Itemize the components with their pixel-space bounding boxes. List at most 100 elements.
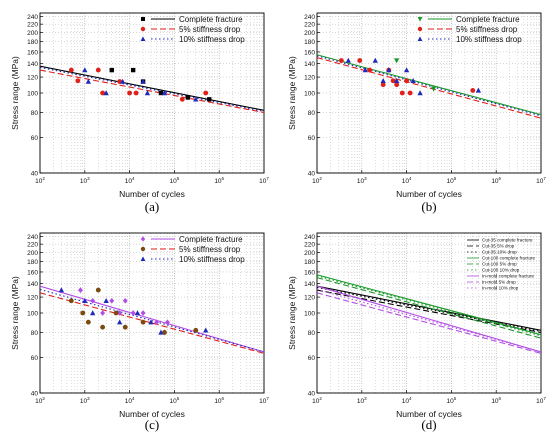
data-point-series-1	[140, 319, 146, 325]
y-tick-label: 80	[31, 330, 39, 337]
panel-label: (c)	[145, 417, 159, 432]
y-tick-label: 80	[308, 330, 316, 337]
legend-marker	[140, 26, 146, 32]
data-point-series-2	[386, 67, 392, 73]
x-tick-label: 105	[447, 176, 457, 185]
legend-marker	[140, 36, 146, 41]
data-point-series-2	[90, 310, 96, 316]
data-point-series-2	[148, 319, 154, 325]
data-point-series-2	[140, 78, 146, 84]
y-tick-label: 100	[304, 91, 315, 98]
y-tick-label: 100	[27, 91, 38, 98]
fit-line-series-0	[40, 285, 264, 353]
legend-marker	[417, 26, 423, 32]
legend-entry: In-mold 5% drop	[482, 280, 516, 285]
data-point-series-0	[109, 67, 114, 73]
y-tick-label: 120	[304, 295, 315, 302]
y-tick-label: 60	[31, 135, 39, 142]
legend-entry: Cut-35 complete fracture	[482, 238, 533, 243]
legend-marker	[140, 256, 146, 261]
data-point-series-1	[133, 90, 139, 96]
x-tick-label: 107	[536, 396, 546, 405]
y-tick-label: 200	[27, 30, 38, 37]
data-point-series-2	[394, 77, 400, 83]
legend-entry: Cut-35 5% drop	[482, 244, 515, 249]
data-point-series-2	[58, 287, 65, 293]
x-tick-label: 105	[170, 396, 180, 405]
y-tick-label: 120	[27, 75, 38, 82]
data-point-series-1	[338, 58, 344, 63]
y-tick-label: 120	[27, 295, 38, 302]
fit-line-series-7	[317, 292, 541, 354]
legend-entry: Cut-100 5% drop	[482, 262, 517, 267]
legend-marker	[417, 36, 423, 41]
legend-entry: 5% stiffness drop	[179, 245, 241, 254]
legend-entry: Cut-100 10% drop	[482, 268, 520, 273]
fit-line-series-2	[40, 288, 264, 353]
fit-lines	[317, 54, 541, 119]
y-tick-label: 220	[304, 242, 315, 249]
fit-line-series-3	[317, 274, 541, 336]
data-point-series-2	[85, 78, 91, 84]
fit-line-series-2	[40, 66, 264, 112]
x-tick-label: 104	[402, 176, 412, 185]
x-tick-label: 102	[35, 396, 45, 405]
legend-marker	[140, 236, 146, 242]
legend-marker	[140, 246, 146, 252]
x-tick-label: 104	[125, 396, 135, 405]
data-point-series-2	[120, 78, 126, 84]
data-point-series-2	[158, 329, 164, 335]
data-point-series-2	[362, 67, 368, 73]
fit-line-series-8	[317, 288, 541, 353]
data-point-series-2	[193, 96, 199, 102]
fit-line-series-2	[317, 55, 541, 117]
data-point-series-2	[161, 90, 168, 96]
legend-entry: Cut-35 10% drop	[482, 250, 517, 255]
y-tick-label: 160	[304, 49, 315, 56]
y-tick-label: 60	[308, 135, 316, 142]
fit-lines	[40, 65, 264, 114]
y-tick-label: 240	[27, 14, 38, 21]
y-tick-label: 220	[27, 22, 38, 29]
y-axis-label: Stress range (MPa)	[10, 56, 20, 130]
fit-line-series-1	[40, 69, 264, 114]
y-tick-label: 40	[31, 391, 39, 398]
legend-entry: Complete fracture	[179, 235, 243, 244]
panel-label: (a)	[145, 199, 159, 214]
data-point-series-2	[144, 90, 151, 96]
data-point-series-2	[345, 57, 351, 63]
legend-entry: In-mold complete fracture	[482, 274, 535, 279]
data-point-series-0	[78, 287, 83, 293]
y-tick-label: 160	[27, 49, 38, 56]
legend-entry: 10% stiffness drop	[456, 35, 522, 44]
y-axis-label: Stress range (MPa)	[287, 276, 297, 350]
x-tick-label: 103	[357, 176, 367, 185]
x-tick-label: 107	[259, 396, 269, 405]
data-point-series-0	[165, 319, 170, 326]
y-tick-label: 200	[304, 30, 315, 37]
data-point-series-1	[380, 82, 386, 88]
fit-lines	[317, 274, 541, 354]
legend-entry: Complete fracture	[179, 15, 243, 24]
data-points	[58, 287, 209, 335]
data-point-series-2	[380, 77, 386, 83]
fit-line-series-1	[317, 57, 541, 119]
fit-line-series-0	[317, 54, 541, 116]
data-point-series-2	[410, 77, 416, 83]
y-tick-label: 180	[27, 39, 38, 46]
data-point-series-1	[193, 327, 199, 333]
data-points	[68, 67, 212, 102]
x-tick-label: 104	[125, 176, 135, 185]
y-tick-label: 180	[304, 259, 315, 266]
data-point-series-1	[100, 324, 106, 330]
x-tick-label: 103	[80, 396, 90, 405]
data-point-series-0	[394, 58, 400, 64]
data-point-series-1	[75, 78, 81, 84]
x-axis-label: Number of cycles	[119, 409, 185, 419]
y-tick-label: 40	[31, 171, 39, 178]
data-point-series-2	[417, 90, 423, 96]
data-point-series-2	[403, 67, 410, 73]
data-point-series-1	[68, 67, 74, 73]
